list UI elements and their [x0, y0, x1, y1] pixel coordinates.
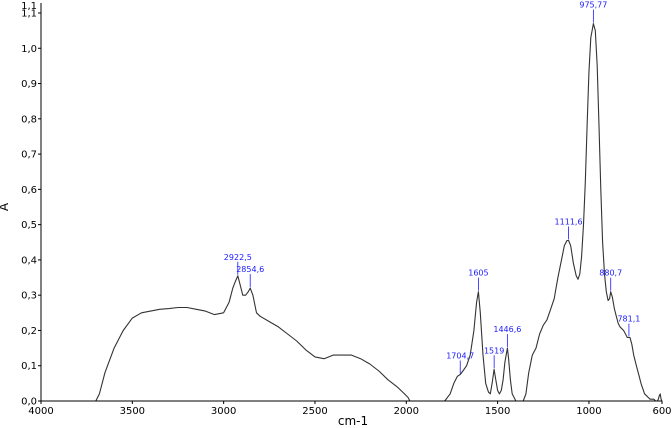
y-tick-label: 0,6 — [21, 185, 37, 196]
y-axis-ticks: 0,0 0,1 0,2 0,3 0,4 0,5 0,6 0,7 0,8 0,9 1,0 1,1 — [21, 9, 41, 408]
y-tick-label: 0,3 — [21, 291, 37, 302]
y-tick-label: 0,0 — [21, 397, 37, 408]
peak-label: 1704,7 — [446, 352, 474, 361]
y-tick-label: 0,9 — [21, 79, 37, 90]
peak-annotation: 880,7 — [599, 269, 622, 291]
peak-annotation: 1111,6 — [555, 218, 583, 240]
y-axis-label: A — [0, 202, 11, 211]
peak-label: 975,77 — [579, 1, 607, 10]
x-tick-label: 1000 — [576, 406, 601, 417]
peak-label: 2854,6 — [236, 265, 264, 274]
peak-label: 1111,6 — [555, 218, 583, 227]
peak-annotations: 2922,5 2854,6 1704,7 1605 1519 1446,6 1111,6 97… — [224, 1, 640, 374]
axes — [40, 3, 662, 402]
y-tick-label: 0,7 — [21, 150, 37, 161]
x-axis-ticks: 4000 3500 3000 2500 2000 1500 1000 600 — [28, 401, 672, 417]
peak-label: 781,1 — [617, 315, 640, 324]
peak-label: 1519 — [484, 346, 504, 355]
spectrum-line — [95, 23, 663, 402]
peak-annotation: 1605 — [468, 269, 489, 291]
peak-annotation: 781,1 — [617, 315, 640, 337]
peak-annotation: 1704,7 — [446, 352, 474, 374]
y-tick-label: 1,0 — [21, 44, 37, 55]
y-tick-label: 0,5 — [21, 220, 37, 231]
peak-label: 1446,6 — [493, 325, 521, 334]
x-tick-label: 3500 — [120, 406, 145, 417]
peak-label: 880,7 — [599, 269, 622, 278]
y-tick-label: 0,2 — [21, 326, 37, 337]
y-tick-label: 0,4 — [21, 255, 37, 266]
y-top-label: 1,1 — [21, 1, 37, 12]
peak-annotation: 2854,6 — [236, 265, 264, 288]
peak-annotation: 1446,6 — [493, 325, 521, 348]
peak-label: 2922,5 — [224, 253, 252, 262]
x-axis-label: cm-1 — [338, 414, 368, 428]
y-tick-label: 0,1 — [21, 361, 37, 372]
x-tick-label: 3000 — [211, 406, 236, 417]
x-tick-label: 2500 — [302, 406, 327, 417]
peak-annotation: 975,77 — [579, 1, 607, 23]
peak-label: 1605 — [468, 269, 488, 278]
x-tick-label: 600 — [652, 406, 671, 417]
y-tick-label: 0,8 — [21, 114, 37, 125]
x-tick-label: 1500 — [485, 406, 510, 417]
x-tick-label: 2000 — [394, 406, 419, 417]
x-tick-label: 4000 — [28, 406, 53, 417]
peak-annotation: 2922,5 — [224, 253, 252, 275]
y-tick-label: 1,1 — [21, 9, 37, 20]
peak-annotation: 1519 — [484, 346, 504, 369]
spectrum-series — [95, 23, 663, 402]
